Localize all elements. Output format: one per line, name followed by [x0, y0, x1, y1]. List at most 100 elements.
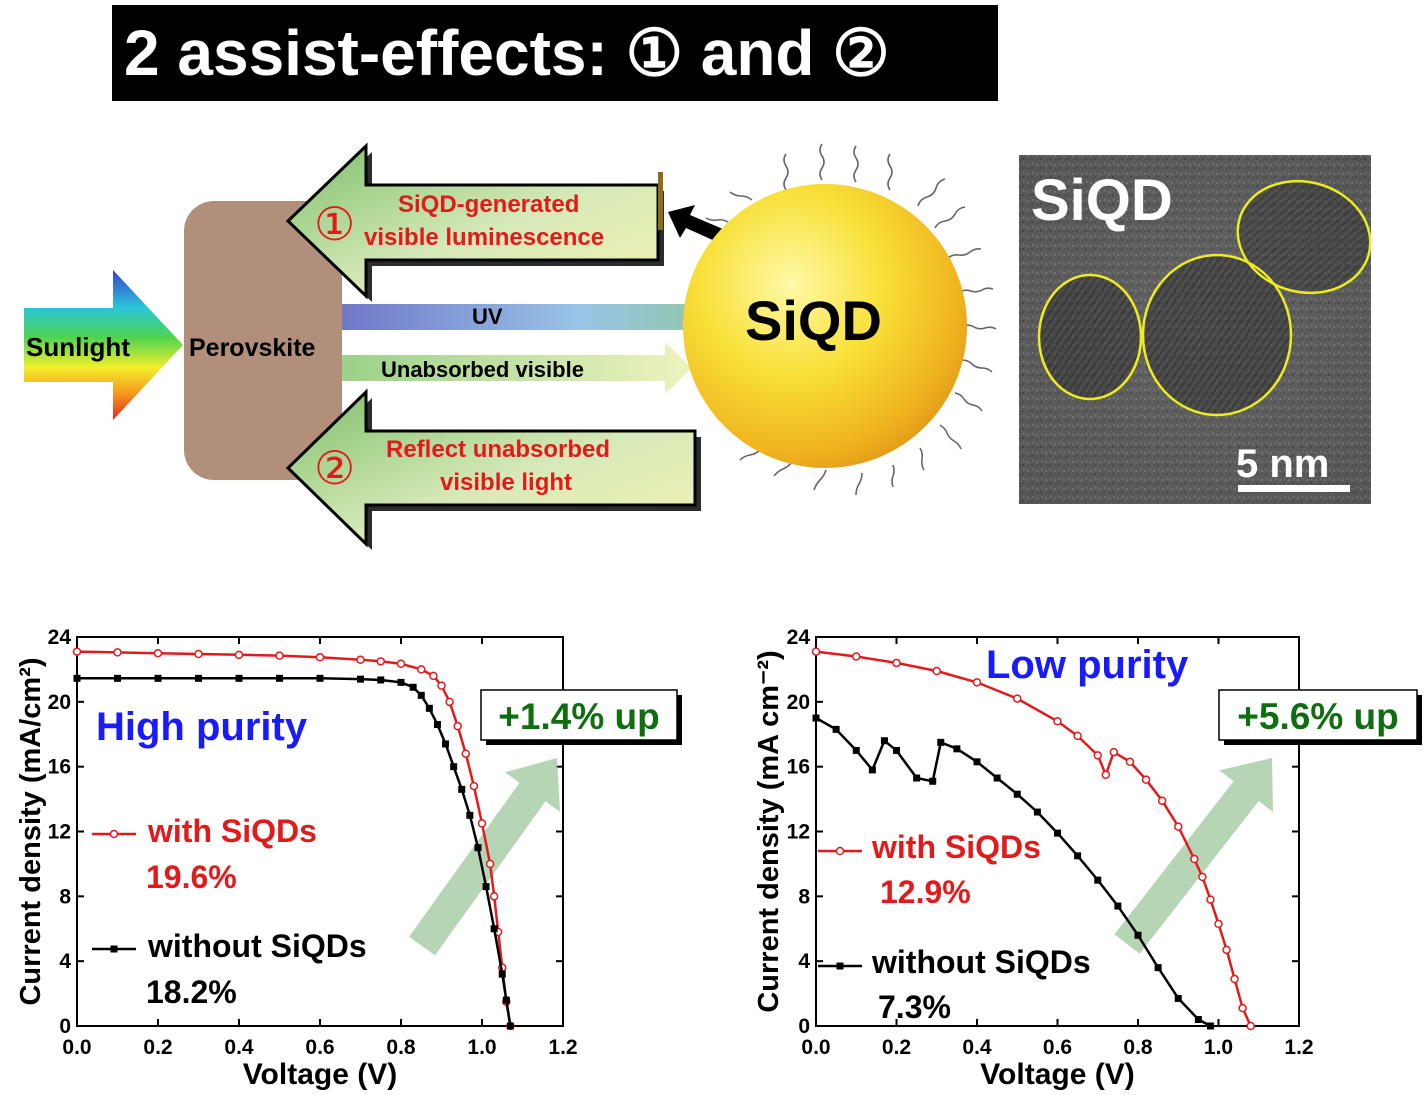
data-point — [1174, 994, 1182, 1002]
data-point — [276, 674, 283, 682]
data-point — [453, 721, 462, 731]
data-point — [466, 811, 474, 819]
x-axis-label: Voltage (V) — [243, 1058, 397, 1091]
data-point — [868, 766, 876, 774]
qd-outline-2 — [1141, 253, 1293, 417]
scale-bar — [1238, 485, 1350, 492]
series-line-0 — [76, 650, 512, 1027]
data-point — [72, 647, 82, 656]
y-tick-label: 4 — [59, 950, 71, 973]
x-tick-label: 0.6 — [305, 1036, 334, 1059]
data-point — [1246, 1021, 1255, 1031]
data-point — [489, 892, 499, 901]
data-point — [396, 659, 406, 668]
sunlight-label: Sunlight — [26, 332, 130, 362]
data-point — [1198, 872, 1207, 882]
data-point — [357, 675, 364, 683]
data-point — [832, 725, 840, 733]
data-point — [442, 740, 450, 748]
data-point — [852, 746, 860, 754]
y-tick-label: 16 — [48, 756, 71, 779]
data-point — [113, 648, 122, 657]
data-point — [1054, 829, 1061, 837]
data-point — [1230, 974, 1239, 984]
improvement-label: +5.6% up — [1237, 696, 1398, 737]
efficiency-label: 7.3% — [878, 989, 951, 1025]
x-axis-label: Voltage (V) — [980, 1058, 1134, 1091]
x-tick-label: 0.4 — [224, 1036, 254, 1059]
y-tick-label: 0 — [798, 1015, 810, 1038]
data-point — [880, 737, 888, 745]
data-point — [356, 655, 365, 664]
data-point — [1013, 694, 1022, 703]
data-point — [1134, 931, 1142, 939]
data-point — [1125, 757, 1135, 767]
data-point — [73, 674, 81, 682]
improvement-box — [1218, 689, 1418, 741]
data-point — [450, 763, 458, 771]
y-tick-label: 20 — [48, 691, 71, 714]
data-point — [1214, 919, 1223, 929]
y-axis-label: Current density (mA/cm²) — [15, 657, 47, 1005]
chart-low-purity: 0.0 0.2 0.4 0.6 0.8 1.0 1.2 0 4 8 12 16 20 24 Voltage … — [753, 626, 1422, 1091]
data-point — [929, 777, 937, 785]
data-point — [1093, 751, 1102, 760]
effect-2-number: ② — [314, 441, 355, 495]
effect-2-line2: visible light — [440, 469, 572, 496]
data-point — [195, 674, 202, 682]
data-point — [502, 996, 510, 1004]
x-tick-label: 0.2 — [882, 1036, 911, 1059]
chart-high-purity: 0.0 0.2 0.4 0.6 0.8 1.0 1.2 0 4 8 12 16 20 24 Voltage … — [15, 626, 682, 1091]
improvement-box — [480, 689, 678, 741]
data-point — [972, 678, 982, 687]
data-point — [376, 657, 385, 666]
unabsorbed-arrow — [342, 342, 692, 394]
data-point — [973, 758, 981, 766]
emission-arrow — [668, 205, 730, 246]
uv-label: UV — [472, 304, 503, 329]
y-tick-label: 4 — [798, 950, 810, 973]
data-point — [477, 819, 487, 828]
data-point — [1190, 854, 1199, 864]
data-point — [315, 653, 325, 662]
data-point — [1109, 747, 1119, 757]
data-point — [429, 671, 438, 681]
efficiency-label: 18.2% — [146, 974, 237, 1010]
data-point — [1154, 964, 1162, 972]
data-point — [1194, 1016, 1202, 1024]
y-tick-label: 12 — [48, 821, 71, 844]
data-point — [275, 651, 284, 660]
data-point — [425, 704, 433, 712]
data-point — [234, 650, 244, 660]
y-tick-label: 8 — [59, 885, 71, 908]
qd-outline-3 — [1236, 179, 1372, 295]
effect-2-line1: Reflect unabsorbed — [386, 436, 610, 463]
data-point — [852, 652, 861, 661]
data-point — [417, 665, 426, 674]
data-point — [811, 647, 821, 656]
data-point — [469, 781, 479, 791]
data-point — [1157, 796, 1167, 805]
efficiency-label: 12.9% — [880, 874, 971, 910]
data-point — [892, 658, 901, 668]
perovskite-label: Perovskite — [189, 334, 316, 362]
data-point — [812, 714, 820, 722]
data-point — [913, 774, 921, 782]
data-point — [1141, 775, 1151, 784]
data-point — [409, 683, 417, 691]
sunlight-arrow — [24, 270, 183, 420]
legend-name: with SiQDs — [871, 829, 1041, 865]
scale-bar-label: 5 nm — [1236, 442, 1329, 486]
data-point — [316, 674, 324, 682]
data-point — [893, 746, 900, 754]
data-point — [1222, 945, 1231, 955]
data-point — [1101, 770, 1111, 780]
data-point — [482, 883, 490, 891]
data-point — [1053, 717, 1062, 726]
data-point — [377, 676, 385, 684]
y-tick-label: 20 — [787, 691, 810, 714]
data-point — [433, 721, 441, 729]
y-tick-label: 12 — [787, 821, 810, 844]
data-point — [114, 674, 121, 682]
data-point — [1033, 808, 1041, 816]
